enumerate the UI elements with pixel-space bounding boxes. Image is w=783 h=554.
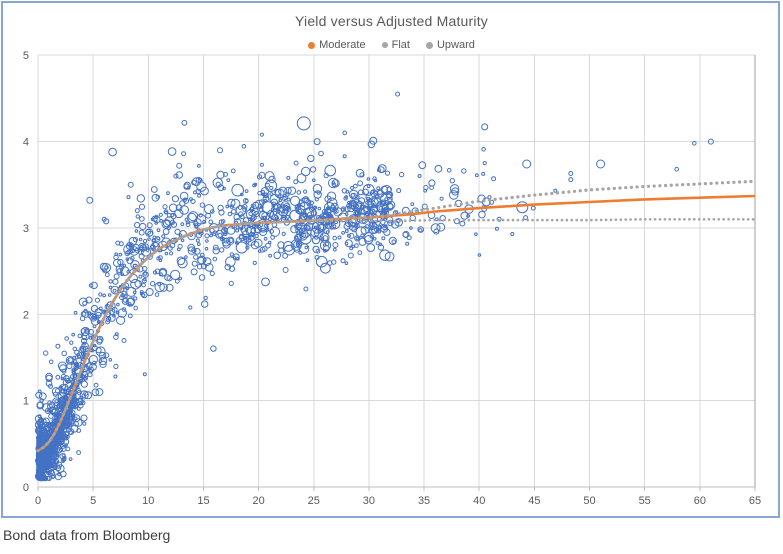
flat-series-marker-icon bbox=[381, 42, 388, 48]
upward-series-marker-icon bbox=[425, 41, 433, 49]
legend-label-upward: Upward bbox=[436, 39, 475, 51]
svg-text:15: 15 bbox=[197, 495, 209, 507]
scatter-points bbox=[34, 91, 714, 482]
legend-item-moderate: Moderate bbox=[308, 39, 366, 51]
svg-text:20: 20 bbox=[252, 495, 264, 507]
x-axis bbox=[37, 486, 756, 491]
legend-label-moderate: Moderate bbox=[319, 39, 366, 51]
chart-legend: Moderate Flat Upward bbox=[0, 39, 783, 51]
svg-text:30: 30 bbox=[363, 495, 375, 507]
svg-text:35: 35 bbox=[418, 495, 430, 507]
svg-text:2: 2 bbox=[23, 309, 29, 321]
svg-text:5: 5 bbox=[90, 495, 96, 507]
svg-text:40: 40 bbox=[473, 495, 485, 507]
legend-label-flat: Flat bbox=[391, 39, 410, 51]
svg-text:4: 4 bbox=[23, 137, 29, 149]
svg-text:55: 55 bbox=[639, 495, 651, 507]
svg-text:10: 10 bbox=[142, 495, 154, 507]
svg-text:1: 1 bbox=[23, 396, 29, 408]
svg-text:0: 0 bbox=[35, 495, 41, 507]
svg-text:5: 5 bbox=[23, 50, 29, 62]
legend-item-upward: Upward bbox=[425, 39, 475, 51]
svg-text:65: 65 bbox=[749, 495, 761, 507]
svg-text:60: 60 bbox=[694, 495, 706, 507]
svg-text:0: 0 bbox=[23, 482, 29, 494]
svg-text:50: 50 bbox=[583, 495, 595, 507]
svg-text:3: 3 bbox=[23, 223, 29, 235]
moderate-series-marker-icon bbox=[308, 41, 316, 49]
chart-title: Yield versus Adjusted Maturity bbox=[294, 13, 488, 29]
svg-text:25: 25 bbox=[308, 495, 320, 507]
svg-text:45: 45 bbox=[528, 495, 540, 507]
chart-source-caption: Bond data from Bloomberg bbox=[3, 527, 171, 543]
flat-curve bbox=[36, 218, 757, 452]
legend-item-flat: Flat bbox=[381, 39, 410, 51]
